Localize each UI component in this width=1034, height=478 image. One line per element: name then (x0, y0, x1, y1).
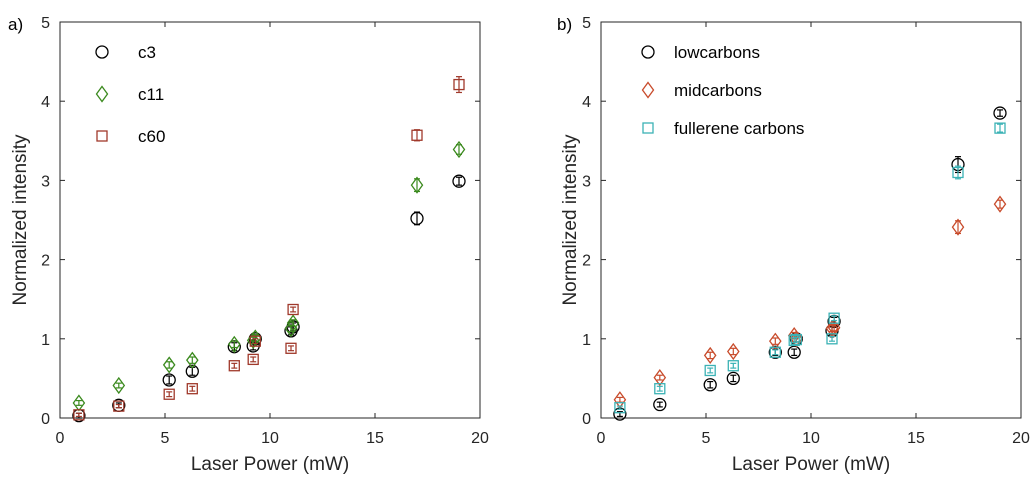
data-point (453, 78, 465, 91)
x-axis-label: Laser Power (mW) (732, 454, 890, 475)
data-point (726, 371, 740, 386)
y-tick-label: 1 (582, 332, 591, 349)
legend-label: c3 (138, 43, 156, 62)
panel-a: 0 5 10 15 20 0 1 2 3 4 5 Laser Power (mW) Normalized… (8, 15, 489, 475)
x-tick-label: 10 (261, 430, 279, 447)
y-tick-label: 2 (582, 253, 591, 270)
data-point (614, 402, 626, 414)
legend-label: lowcarbons (674, 43, 760, 62)
x-tick-label: 20 (1012, 430, 1030, 447)
data-point (768, 345, 782, 359)
y-tick-label: 0 (41, 411, 50, 428)
data-point (73, 409, 85, 421)
data-point (185, 351, 199, 369)
y-tick-label: 3 (582, 173, 591, 190)
data-point (410, 176, 424, 194)
series-lowcarbons (613, 106, 1007, 421)
y-axis-label: Normalized intensity (10, 134, 31, 306)
series-fullerene-carbons (614, 122, 1006, 414)
x-tick-label: 0 (56, 430, 65, 447)
y-tick-label: 5 (582, 15, 591, 32)
x-tick-label: 0 (597, 430, 606, 447)
legend-marker (641, 81, 655, 99)
panel-b: 0 5 10 15 20 0 1 2 3 4 5 Laser Power (mW) Normalized… (557, 15, 1030, 475)
x-tick-label: 5 (161, 430, 170, 447)
y-tick-label: 3 (41, 173, 50, 190)
panel-label: a) (8, 15, 23, 34)
legend-marker (642, 122, 654, 134)
y-axis-label: Normalized intensity (560, 134, 581, 306)
data-point (186, 383, 198, 395)
data-point (248, 329, 262, 347)
legend-marker (96, 130, 108, 142)
series-c3 (72, 174, 466, 423)
y-tick-label: 5 (41, 15, 50, 32)
data-point (951, 218, 965, 236)
data-point (952, 166, 964, 179)
data-point (228, 360, 240, 372)
data-point (113, 400, 125, 412)
data-point (410, 211, 424, 226)
data-point (788, 334, 800, 347)
data-point (285, 342, 297, 354)
legend-marker (95, 85, 109, 103)
data-point (654, 383, 666, 395)
data-point (286, 314, 300, 332)
legend-label: midcarbons (674, 81, 762, 100)
x-tick-label: 15 (907, 430, 925, 447)
data-point (726, 342, 740, 361)
x-tick-label: 5 (702, 430, 711, 447)
y-tick-label: 2 (41, 253, 50, 270)
x-tick-label: 20 (471, 430, 489, 447)
data-point (452, 174, 466, 188)
legend-label: fullerene carbons (674, 119, 804, 138)
data-point (112, 376, 126, 395)
data-point (227, 335, 241, 353)
data-point (162, 373, 176, 387)
data-point (287, 303, 299, 316)
y-tick-label: 1 (41, 332, 50, 349)
data-point (163, 388, 175, 400)
y-tick-label: 4 (582, 94, 591, 111)
data-point (703, 346, 717, 365)
data-point (653, 397, 667, 412)
data-point (653, 369, 667, 387)
data-point (703, 378, 717, 392)
data-point (249, 335, 261, 347)
data-point (704, 364, 716, 377)
data-point (185, 364, 199, 378)
data-point (247, 353, 259, 366)
data-point (993, 195, 1007, 213)
legend-marker (641, 45, 655, 59)
y-tick-label: 4 (41, 94, 50, 111)
x-tick-label: 15 (366, 430, 384, 447)
panel-label: b) (557, 15, 572, 34)
data-point (789, 330, 803, 348)
series-c11 (72, 140, 466, 412)
legend-marker (95, 45, 109, 59)
data-point (768, 332, 782, 350)
x-axis-label: Laser Power (mW) (191, 454, 349, 475)
data-point (828, 312, 840, 324)
data-point (827, 319, 841, 337)
legend-label: c11 (138, 85, 164, 104)
data-point (452, 140, 466, 159)
y-tick-label: 0 (582, 411, 591, 428)
data-point (993, 106, 1007, 120)
legend-label: c60 (138, 127, 165, 146)
data-point (411, 129, 423, 141)
data-point (162, 356, 176, 374)
data-point (787, 345, 801, 359)
data-point (994, 122, 1006, 134)
data-point (826, 333, 838, 345)
data-point (727, 360, 739, 372)
data-point (790, 333, 802, 346)
data-point (769, 346, 781, 358)
series-c60 (73, 76, 465, 421)
x-tick-label: 10 (802, 430, 820, 447)
series-midcarbons (613, 195, 1007, 409)
